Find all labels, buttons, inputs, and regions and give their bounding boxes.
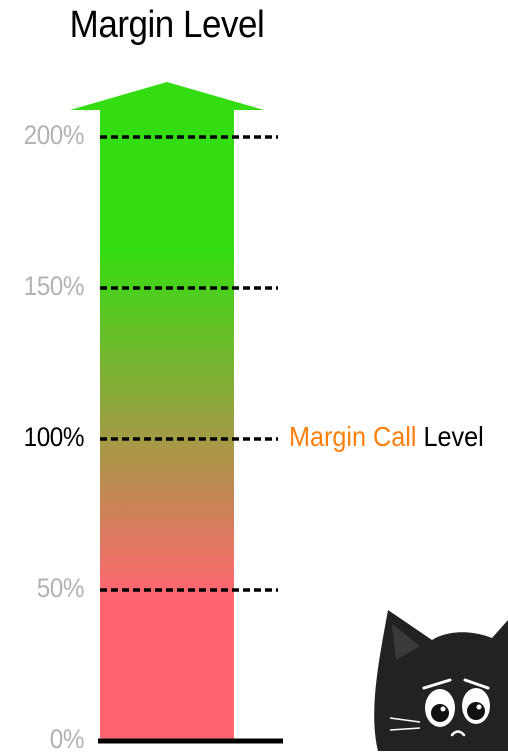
tick-label: 200% <box>23 120 85 150</box>
tick-label: 150% <box>23 271 85 301</box>
page-title: Margin Level <box>69 4 265 46</box>
tick-label: 50% <box>36 573 85 603</box>
threshold-lines <box>100 135 278 592</box>
margin-call-rest: Level <box>423 421 484 452</box>
margin-call-highlight: Margin Call <box>289 421 417 452</box>
tick-label: 0% <box>49 724 85 754</box>
tick-label: 100% <box>23 422 85 452</box>
worried-cat-icon <box>374 610 508 751</box>
level-arrow <box>70 82 264 741</box>
margin-call-label: Margin Call Level <box>289 421 484 453</box>
